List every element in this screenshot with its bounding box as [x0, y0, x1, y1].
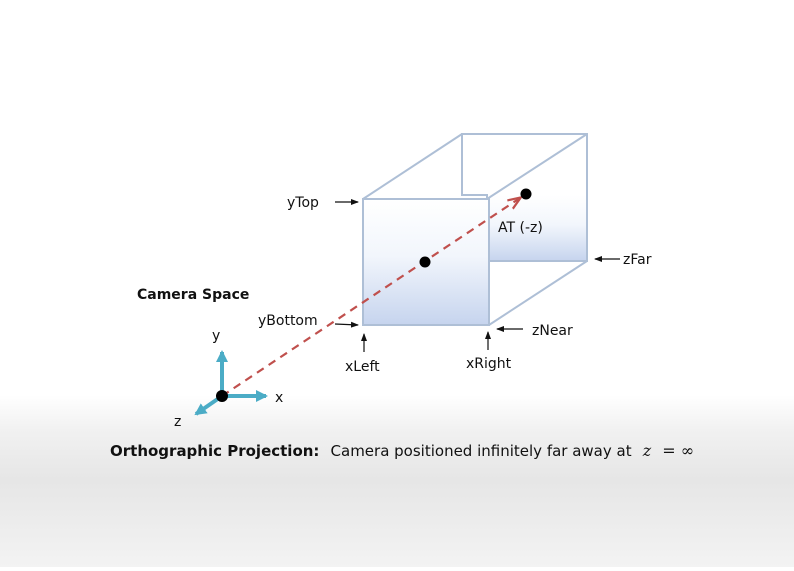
camera-origin [216, 390, 228, 402]
y-bottom-arrow [334, 321, 359, 328]
caption-title: Orthographic Projection: [110, 442, 319, 460]
at-point [520, 188, 532, 200]
center-point [419, 256, 431, 268]
z-far-label: zFar [623, 252, 652, 268]
at-label: AT (-z) [498, 220, 543, 236]
far-face [487, 195, 587, 261]
top-right-edge [486, 133, 588, 200]
top-left-edge [362, 133, 463, 200]
caption: Orthographic Projection: Camera position… [110, 441, 694, 460]
view-ray [221, 198, 520, 397]
caption-math-rest: = ∞ [662, 441, 694, 460]
x-axis-label: x [275, 390, 283, 406]
view-volume-box [362, 133, 588, 326]
y-axis-label: y [212, 328, 220, 344]
bottom-right-edge [488, 260, 588, 326]
caption-text: Camera positioned infinitely far away at [331, 442, 632, 460]
x-left-label: xLeft [345, 359, 380, 375]
z-axis-label: z [174, 414, 181, 430]
caption-math-var: z [642, 441, 652, 460]
y-bottom-label: yBottom [258, 313, 318, 329]
x-right-label: xRight [466, 356, 512, 372]
camera-axes: y x z [174, 328, 283, 430]
camera-space-heading: Camera Space [137, 287, 249, 303]
y-top-label: yTop [287, 195, 319, 211]
z-near-label: zNear [532, 323, 573, 339]
